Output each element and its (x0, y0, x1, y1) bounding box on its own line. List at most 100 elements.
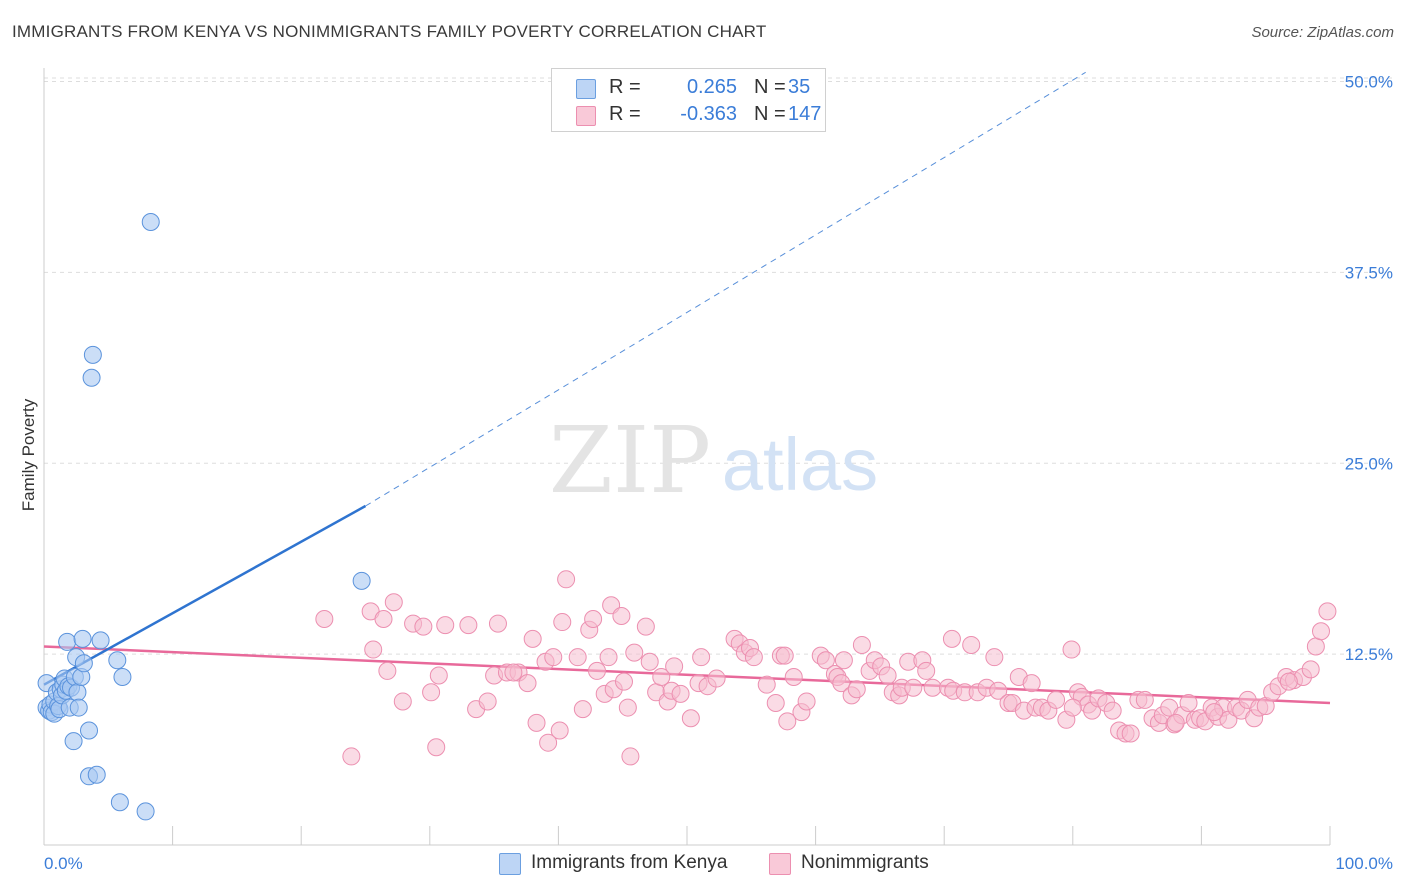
source-label: Source: ZipAtlas.com (1251, 24, 1394, 41)
series2-point (573, 700, 592, 719)
watermark: ZIP atlas (549, 407, 878, 514)
series2-point (429, 666, 448, 685)
series2-point (625, 643, 644, 662)
series2-point (757, 675, 776, 694)
series2-point (527, 713, 546, 732)
series1-trend-extension (365, 71, 1086, 507)
series2-point (778, 712, 797, 731)
series2-point (1063, 698, 1082, 717)
series1-point (83, 345, 102, 364)
series2-point (1047, 690, 1066, 709)
series2-point (784, 668, 803, 687)
axes (43, 68, 1331, 846)
series2-point (1121, 724, 1140, 743)
series2-point (364, 640, 383, 659)
correlation-legend: R = 0.265 N = 35 R = -0.363 N = 147 (551, 68, 826, 132)
series2-point (342, 747, 361, 766)
series2-point (923, 678, 942, 697)
series2-point (599, 648, 618, 667)
series2-point (557, 570, 576, 589)
series1-point (87, 765, 106, 784)
series1-point (73, 629, 92, 648)
series2-point (665, 657, 684, 676)
series2-n-value: 147 (788, 103, 822, 125)
series2-point (671, 684, 690, 703)
series1-trend-line (43, 504, 367, 686)
series2-point (550, 721, 569, 740)
series2-point (878, 666, 897, 685)
bottom-series1-swatch (499, 853, 521, 875)
series1-point (64, 732, 83, 751)
series2-point (942, 629, 961, 648)
series2-point (744, 648, 763, 667)
series2-point (614, 672, 633, 691)
series1-swatch (576, 79, 596, 99)
chart-title: IMMIGRANTS FROM KENYA VS NONIMMIGRANTS F… (12, 22, 767, 41)
series2-point (652, 668, 671, 687)
gridlines (44, 77, 1395, 655)
series2-point (393, 692, 412, 711)
series2-point (989, 681, 1008, 700)
series2-point (852, 635, 871, 654)
series2-point (1279, 672, 1298, 691)
bottom-series1-label: Immigrants from Kenya (531, 852, 728, 873)
watermark-atlas: atlas (722, 423, 878, 506)
series2-point (847, 680, 866, 699)
series2-point (539, 733, 558, 752)
series2-point (315, 610, 334, 629)
series2-swatch (576, 106, 596, 126)
series2-point (962, 635, 981, 654)
series2-point (681, 709, 700, 728)
series2-point (612, 606, 631, 625)
series2-point (568, 648, 587, 667)
series2-point (378, 661, 397, 680)
series1-n-label: N = (754, 76, 786, 98)
series2-point (1166, 713, 1185, 732)
series2-point (1022, 674, 1041, 693)
series2-point (459, 616, 478, 635)
series2-point (1301, 660, 1320, 679)
series2-point (414, 617, 433, 636)
data-points (37, 212, 1337, 821)
series2-point (621, 747, 640, 766)
series1-point (108, 651, 127, 670)
series2-point (422, 683, 441, 702)
series2-point (832, 674, 851, 693)
series2-point (436, 616, 455, 635)
bottom-series2-swatch (769, 853, 791, 875)
series1-n-value: 35 (788, 76, 811, 98)
series2-point (553, 613, 572, 632)
series2-trend-line (43, 645, 1331, 705)
series2-point (775, 646, 794, 665)
series1-point (58, 632, 77, 651)
series2-point (504, 663, 523, 682)
series1-point (110, 793, 129, 812)
series1-r-label: R = (609, 76, 641, 98)
y-tick-label: 25.0% (1345, 454, 1393, 473)
series2-r-label: R = (609, 103, 641, 125)
series2-point (1103, 701, 1122, 720)
series1-point (82, 368, 101, 387)
y-axis-label: Family Poverty (19, 398, 38, 512)
series2-point (384, 593, 403, 612)
series2-point (904, 678, 923, 697)
series2-point (587, 661, 606, 680)
series2-point (1306, 637, 1325, 656)
series2-point (1179, 693, 1198, 712)
series2-point (544, 648, 563, 667)
series2-point (518, 674, 537, 693)
series2-point (707, 669, 726, 688)
series2-r-value: -0.363 (680, 103, 737, 125)
series1-point (352, 571, 371, 590)
y-tick-label: 12.5% (1345, 645, 1393, 664)
series2-point (766, 693, 785, 712)
series2-point (1062, 640, 1081, 659)
series2-point (488, 614, 507, 633)
watermark-zip: ZIP (549, 407, 711, 514)
series2-point (797, 692, 816, 711)
series2-point (816, 651, 835, 670)
series2-point (834, 651, 853, 670)
bottom-series2-label: Nonimmigrants (801, 852, 929, 873)
series2-point (1311, 622, 1330, 641)
series2-point (1318, 602, 1337, 621)
